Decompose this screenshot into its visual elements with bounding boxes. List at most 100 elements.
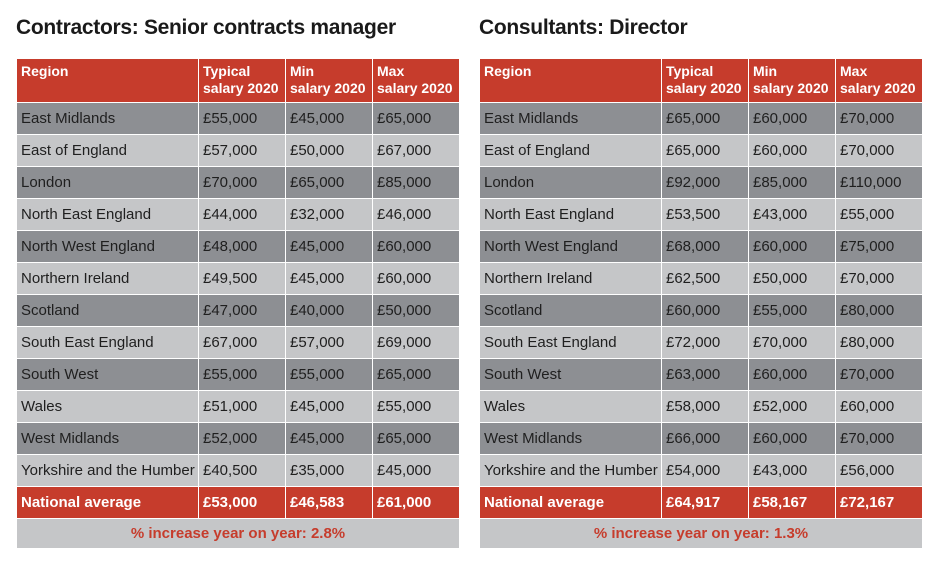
region-cell: Scotland — [16, 294, 199, 327]
table-row: Yorkshire and the Humber £54,000 £43,000 £5… — [479, 454, 923, 487]
max-salary-cell: £67,000 — [372, 134, 460, 167]
yoy-increase: % increase year on year: 1.3% — [479, 518, 923, 549]
header-typical: Typical salary 2020 — [198, 58, 286, 103]
max-salary-cell: £85,000 — [372, 166, 460, 199]
header-row: Region Typical salary 2020 Min salary 2020… — [479, 58, 923, 103]
header-max: Max salary 2020 — [835, 58, 923, 103]
region-cell: East of England — [16, 134, 199, 167]
yoy-increase: % increase year on year: 2.8% — [16, 518, 460, 549]
typical-salary-cell: £70,000 — [198, 166, 286, 199]
typical-salary-cell: £67,000 — [198, 326, 286, 359]
average-min: £58,167 — [748, 486, 836, 519]
region-cell: South East England — [479, 326, 662, 359]
typical-salary-cell: £62,500 — [661, 262, 749, 295]
panel-title: Contractors: Senior contracts manager — [16, 16, 396, 39]
header-region: Region — [479, 58, 662, 103]
average-max: £61,000 — [372, 486, 460, 519]
typical-salary-cell: £53,500 — [661, 198, 749, 231]
min-salary-cell: £32,000 — [285, 198, 373, 231]
max-salary-cell: £45,000 — [372, 454, 460, 487]
region-cell: East Midlands — [479, 102, 662, 135]
table-row: West Midlands £66,000 £60,000 £70,000 — [479, 422, 923, 455]
min-salary-cell: £55,000 — [748, 294, 836, 327]
table-row: Scotland £60,000 £55,000 £80,000 — [479, 294, 923, 327]
average-typical: £53,000 — [198, 486, 286, 519]
table-row: North East England £44,000 £32,000 £46,000 — [16, 198, 460, 231]
min-salary-cell: £43,000 — [748, 454, 836, 487]
max-salary-cell: £75,000 — [835, 230, 923, 263]
max-salary-cell: £70,000 — [835, 358, 923, 391]
typical-salary-cell: £40,500 — [198, 454, 286, 487]
average-min: £46,583 — [285, 486, 373, 519]
table-row: Northern Ireland £49,500 £45,000 £60,000 — [16, 262, 460, 295]
typical-salary-cell: £48,000 — [198, 230, 286, 263]
salary-table: Region Typical salary 2020 Min salary 2020… — [16, 58, 460, 549]
region-cell: Scotland — [479, 294, 662, 327]
table-row: North West England £68,000 £60,000 £75,000 — [479, 230, 923, 263]
typical-salary-cell: £65,000 — [661, 102, 749, 135]
typical-salary-cell: £55,000 — [198, 358, 286, 391]
typical-salary-cell: £47,000 — [198, 294, 286, 327]
table-row: North East England £53,500 £43,000 £55,000 — [479, 198, 923, 231]
table-row: East of England £65,000 £60,000 £70,000 — [479, 134, 923, 167]
table-row: London £92,000 £85,000 £110,000 — [479, 166, 923, 199]
region-cell: North West England — [16, 230, 199, 263]
region-cell: North West England — [479, 230, 662, 263]
min-salary-cell: £70,000 — [748, 326, 836, 359]
min-salary-cell: £60,000 — [748, 102, 836, 135]
min-salary-cell: £85,000 — [748, 166, 836, 199]
national-average-row: National average £64,917 £58,167 £72,167 — [479, 486, 923, 519]
header-min: Min salary 2020 — [285, 58, 373, 103]
average-label: National average — [479, 486, 662, 519]
region-cell: South West — [16, 358, 199, 391]
table-row: East Midlands £55,000 £45,000 £65,000 — [16, 102, 460, 135]
region-cell: North East England — [16, 198, 199, 231]
typical-salary-cell: £68,000 — [661, 230, 749, 263]
region-cell: Wales — [479, 390, 662, 423]
min-salary-cell: £45,000 — [285, 102, 373, 135]
typical-salary-cell: £65,000 — [661, 134, 749, 167]
header-row: Region Typical salary 2020 Min salary 2020… — [16, 58, 460, 103]
min-salary-cell: £57,000 — [285, 326, 373, 359]
average-max: £72,167 — [835, 486, 923, 519]
max-salary-cell: £65,000 — [372, 102, 460, 135]
min-salary-cell: £35,000 — [285, 454, 373, 487]
table-row: South East England £67,000 £57,000 £69,000 — [16, 326, 460, 359]
panel-title: Consultants: Director — [479, 16, 688, 39]
max-salary-cell: £46,000 — [372, 198, 460, 231]
min-salary-cell: £50,000 — [748, 262, 836, 295]
region-cell: South West — [479, 358, 662, 391]
max-salary-cell: £55,000 — [372, 390, 460, 423]
max-salary-cell: £60,000 — [835, 390, 923, 423]
max-salary-cell: £55,000 — [835, 198, 923, 231]
min-salary-cell: £50,000 — [285, 134, 373, 167]
min-salary-cell: £60,000 — [748, 230, 836, 263]
max-salary-cell: £80,000 — [835, 326, 923, 359]
max-salary-cell: £50,000 — [372, 294, 460, 327]
max-salary-cell: £65,000 — [372, 358, 460, 391]
region-cell: North East England — [479, 198, 662, 231]
min-salary-cell: £43,000 — [748, 198, 836, 231]
min-salary-cell: £40,000 — [285, 294, 373, 327]
table-row: South East England £72,000 £70,000 £80,000 — [479, 326, 923, 359]
min-salary-cell: £55,000 — [285, 358, 373, 391]
max-salary-cell: £70,000 — [835, 422, 923, 455]
typical-salary-cell: £72,000 — [661, 326, 749, 359]
max-salary-cell: £70,000 — [835, 102, 923, 135]
region-cell: London — [479, 166, 662, 199]
header-min: Min salary 2020 — [748, 58, 836, 103]
region-cell: East Midlands — [16, 102, 199, 135]
region-cell: London — [16, 166, 199, 199]
typical-salary-cell: £92,000 — [661, 166, 749, 199]
header-max: Max salary 2020 — [372, 58, 460, 103]
min-salary-cell: £45,000 — [285, 262, 373, 295]
max-salary-cell: £69,000 — [372, 326, 460, 359]
table-row: South West £55,000 £55,000 £65,000 — [16, 358, 460, 391]
region-cell: Yorkshire and the Humber — [479, 454, 662, 487]
typical-salary-cell: £58,000 — [661, 390, 749, 423]
region-cell: Yorkshire and the Humber — [16, 454, 199, 487]
footer-row: % increase year on year: 1.3% — [479, 518, 923, 549]
region-cell: West Midlands — [16, 422, 199, 455]
table-row: East Midlands £65,000 £60,000 £70,000 — [479, 102, 923, 135]
typical-salary-cell: £57,000 — [198, 134, 286, 167]
